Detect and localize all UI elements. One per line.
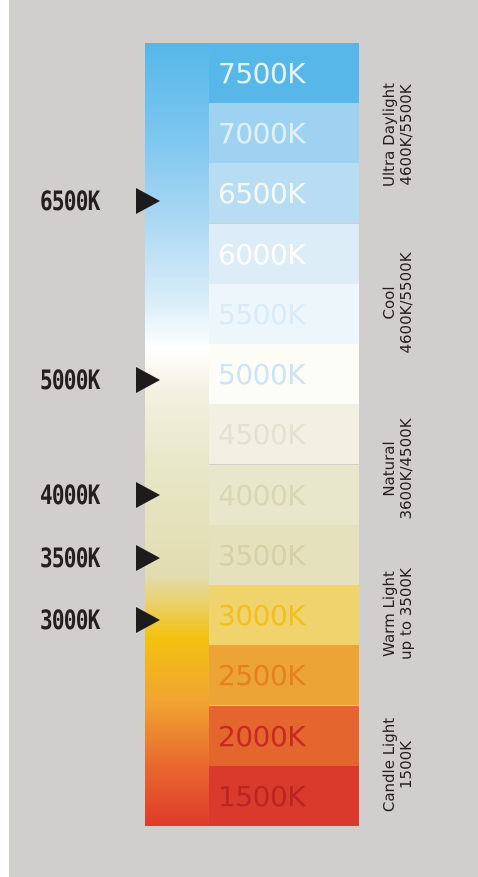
category-name: Ultra Daylight [380, 82, 398, 188]
category-candle-light: Candle Light 1500K [373, 665, 423, 865]
kelvin-swatch-label: 5500K [218, 297, 306, 331]
category-range: 1500K [397, 741, 415, 790]
kelvin-swatch-label: 4500K [218, 417, 306, 451]
right-arrow-icon [136, 545, 160, 571]
kelvin-swatch: 4500K [209, 404, 359, 464]
kelvin-swatch: 7500K [209, 43, 359, 103]
category-range: 3600K/4500K [397, 418, 415, 520]
kelvin-swatch: 3500K [209, 525, 359, 585]
category-name: Warm Light [380, 571, 398, 657]
kelvin-swatch-label: 7500K [218, 56, 306, 90]
kelvin-swatch: 2500K [209, 645, 359, 705]
category-name: Cool [380, 286, 398, 320]
color-temperature-gradient-bar [145, 43, 209, 826]
kelvin-swatch-label: 6000K [218, 237, 306, 271]
category-range: 4600K/5500K [397, 84, 415, 186]
kelvin-swatch-label: 2000K [218, 719, 306, 753]
marker-6500k: 6500K [40, 184, 160, 218]
category-range: up to 3500K [397, 568, 415, 660]
category-name: Natural [380, 441, 398, 497]
category-range: 4600K/5500K [397, 252, 415, 354]
marker-label: 6500K [40, 185, 100, 217]
kelvin-swatch-label: 3500K [218, 538, 306, 572]
kelvin-swatch-label: 7000K [218, 116, 306, 150]
kelvin-swatch: 3000K [209, 585, 359, 645]
kelvin-swatch: 2000K [209, 706, 359, 766]
category-name: Candle Light [380, 717, 398, 813]
marker-5000k: 5000K [40, 363, 160, 397]
right-arrow-icon [136, 607, 160, 633]
marker-3000k: 3000K [40, 603, 160, 637]
marker-3500k: 3500K [40, 541, 160, 575]
right-arrow-icon [136, 188, 160, 214]
kelvin-swatch: 5000K [209, 344, 359, 404]
marker-label: 3000K [40, 604, 100, 636]
kelvin-swatch: 5500K [209, 284, 359, 344]
kelvin-swatch: 4000K [209, 465, 359, 525]
kelvin-swatch-label: 5000K [218, 357, 306, 391]
marker-label: 5000K [40, 364, 100, 396]
marker-label: 3500K [40, 542, 100, 574]
kelvin-swatch: 7000K [209, 103, 359, 163]
kelvin-swatch-label: 1500K [218, 779, 306, 813]
marker-label: 4000K [40, 479, 100, 511]
right-arrow-icon [136, 482, 160, 508]
kelvin-swatch-label: 2500K [218, 658, 306, 692]
kelvin-swatch-label: 4000K [218, 478, 306, 512]
kelvin-swatch-label: 3000K [218, 598, 306, 632]
marker-4000k: 4000K [40, 478, 160, 512]
kelvin-swatch-label: 6500K [218, 176, 306, 210]
kelvin-swatch: 6500K [209, 163, 359, 223]
kelvin-swatch: 6000K [209, 224, 359, 284]
kelvin-swatch-column: 7500K 7000K 6500K 6000K 5500K 5000K 4500… [209, 43, 359, 826]
right-arrow-icon [136, 367, 160, 393]
kelvin-swatch: 1500K [209, 766, 359, 826]
